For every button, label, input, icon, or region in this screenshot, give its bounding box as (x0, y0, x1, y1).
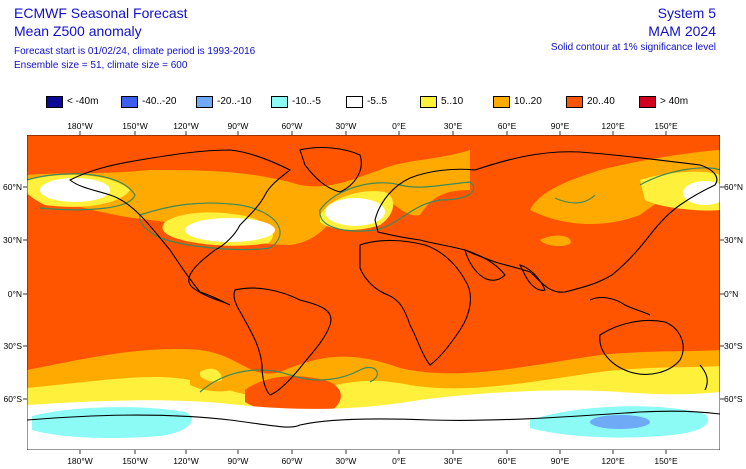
field-neutral-natl (325, 198, 385, 226)
legend-label: > 40m (660, 96, 689, 107)
lon-label: 120°W (173, 121, 199, 131)
latitude-labels-right: 60°N 30°N 0°N 30°S 60°S (724, 182, 743, 404)
legend-swatch (121, 96, 138, 108)
map-subtitle: Mean Z500 anomaly (14, 23, 142, 39)
system-label: System 5 (657, 5, 716, 21)
field-neutral-na (185, 218, 275, 242)
field-20-40-patch-sa (245, 376, 341, 418)
africa-coast (359, 239, 471, 366)
lon-label: 120°W (173, 456, 199, 466)
legend-swatch (271, 96, 288, 108)
field-5-10-patch-sp (200, 368, 222, 382)
lon-label: 60°E (498, 456, 517, 466)
lat-label: 60°S (3, 394, 22, 404)
lon-label: 0°E (392, 456, 406, 466)
lon-label: 30°E (444, 121, 463, 131)
forecast-info: Forecast start is 01/02/24, climate peri… (14, 46, 256, 57)
legend-swatch (46, 96, 63, 108)
legend-swatch (346, 96, 363, 108)
lat-label: 30°N (724, 235, 743, 245)
field-neutral-antarctic (27, 390, 720, 450)
legend-label: -20..-10 (217, 96, 252, 107)
new-zealand-coast (699, 364, 708, 391)
india-coast (518, 264, 546, 291)
lon-label: 180°W (67, 456, 93, 466)
anomaly-fields (27, 135, 720, 450)
legend-label: -40..-20 (142, 96, 177, 107)
eurasia-coast (374, 151, 718, 293)
lon-label: 60°W (282, 121, 303, 131)
greenland-coast (299, 146, 362, 193)
lon-label: 120°E (601, 456, 625, 466)
legend-swatch (196, 96, 213, 108)
legend-label: -10..-5 (292, 96, 321, 107)
australia-coast (599, 319, 684, 375)
legend-label: 5..10 (441, 96, 464, 107)
field-neg-10-5-west (32, 407, 192, 438)
lon-label: 180°W (67, 121, 93, 131)
lon-label: 90°E (551, 456, 570, 466)
field-neutral-alaska (40, 178, 110, 202)
south-america-coast (233, 287, 332, 396)
legend-swatch (566, 96, 583, 108)
lat-label: 60°N (724, 182, 743, 192)
field-10-20-north-pac (530, 150, 720, 225)
lon-label: 60°W (282, 456, 303, 466)
ensemble-info: Ensemble size = 51, climate size = 600 (14, 60, 188, 71)
longitude-labels-top: 180°W 150°W 120°W 90°W 60°W 30°W 0°E 30°E 60°E 90… (67, 121, 678, 131)
significance-contours (27, 167, 720, 393)
lat-label: 60°N (3, 182, 22, 192)
lat-label: 0°N (724, 289, 738, 299)
map-title: ECMWF Seasonal Forecast (14, 5, 188, 21)
antarctica-coast (27, 410, 720, 428)
maritime-continent-coast (589, 296, 651, 316)
legend-label: < -40m (67, 96, 99, 107)
axis-ticks (23, 131, 724, 454)
north-america-coast (68, 149, 292, 306)
lat-label: 60°S (724, 394, 743, 404)
lat-label: 30°S (724, 341, 743, 351)
lon-label: 0°E (392, 121, 406, 131)
legend-label: 20..40 (587, 96, 615, 107)
lon-label: 150°E (654, 121, 678, 131)
lat-label: 30°S (3, 341, 22, 351)
field-10-20-asia (540, 235, 571, 247)
legend-swatch (493, 96, 510, 108)
lon-label: 30°E (444, 456, 463, 466)
lon-label: 30°W (336, 456, 357, 466)
arabia-coast (464, 249, 506, 281)
latitude-labels-left: 60°N 30°N 0°N 30°S 60°S (3, 182, 22, 404)
season-label: MAM 2024 (648, 23, 716, 39)
lon-label: 90°W (228, 456, 249, 466)
legend-label: 10..20 (514, 96, 542, 107)
lat-label: 30°N (3, 235, 22, 245)
lon-label: 150°W (122, 121, 148, 131)
legend-swatch (639, 96, 656, 108)
lon-label: 150°E (654, 456, 678, 466)
coastlines (27, 146, 720, 428)
lon-label: 120°E (601, 121, 625, 131)
lon-label: 90°W (228, 121, 249, 131)
lon-label: 60°E (498, 121, 517, 131)
legend-label: -5..5 (367, 96, 388, 107)
lat-label: 0°N (8, 289, 22, 299)
significance-note: Solid contour at 1% significance level (550, 42, 716, 53)
lon-label: 150°W (122, 456, 148, 466)
lon-label: 90°E (551, 121, 570, 131)
legend-swatch (420, 96, 437, 108)
field-10-20-north-atl (27, 150, 470, 245)
field-neg-20-10-east (590, 415, 650, 429)
lon-label: 30°W (336, 121, 357, 131)
field-neutral-pacific (683, 181, 720, 205)
longitude-labels-bottom: 180°W 150°W 120°W 90°W 60°W 30°W 0°E 30°E 60°E 90… (67, 456, 678, 466)
